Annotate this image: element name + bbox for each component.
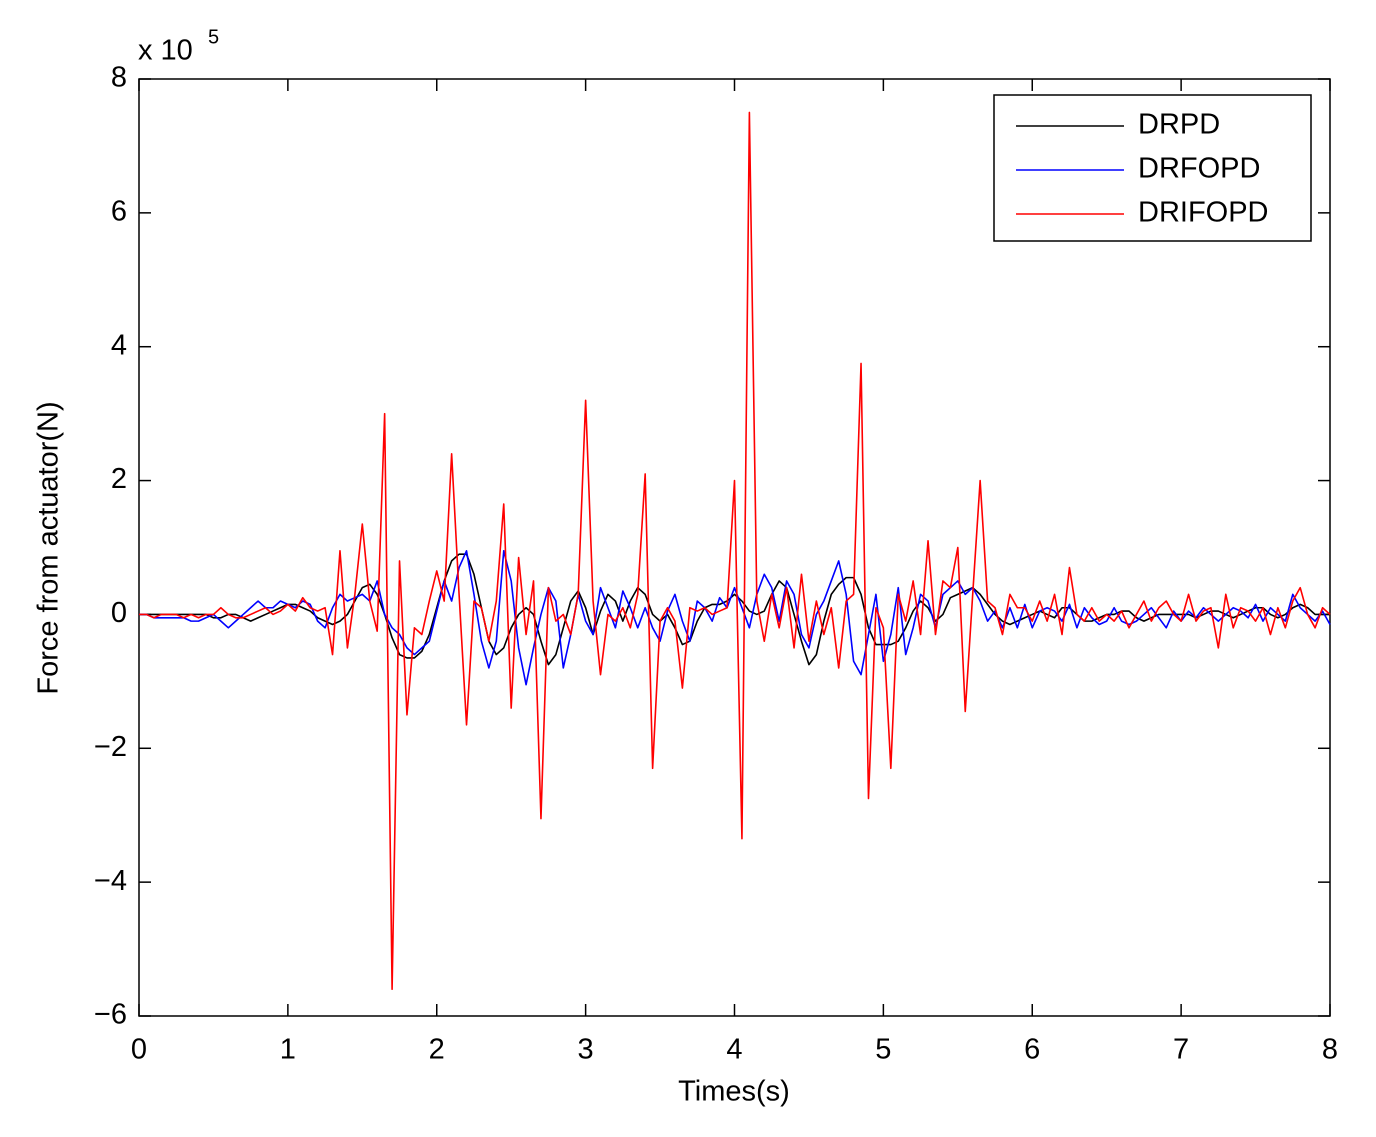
y-tick-label: 2 <box>111 463 127 495</box>
x-tick-label: 6 <box>1024 1034 1040 1066</box>
y-axis-label: Force from actuator(N) <box>33 401 65 694</box>
x-tick-label: 5 <box>875 1034 891 1066</box>
legend-label: DRPD <box>1138 109 1220 141</box>
y-tick-label: 4 <box>111 329 127 361</box>
legend-label: DRFOPD <box>1138 153 1260 185</box>
x-tick-label: 2 <box>429 1034 445 1066</box>
series-line <box>139 111 1331 991</box>
y-tick-label: −2 <box>94 731 127 763</box>
y-tick-label: −4 <box>94 865 127 897</box>
y-multiplier-exponent: 5 <box>208 26 219 48</box>
x-tick-label: 4 <box>726 1034 742 1066</box>
x-tick-label: 8 <box>1322 1034 1338 1066</box>
y-tick-label: −6 <box>94 999 127 1031</box>
legend-label: DRIFOPD <box>1138 197 1269 229</box>
x-tick-label: 0 <box>131 1034 147 1066</box>
y-tick-label: 8 <box>111 62 127 94</box>
y-multiplier: x 10 <box>138 35 193 67</box>
series-line <box>139 553 1330 666</box>
y-tick-label: 0 <box>111 597 127 629</box>
x-tick-label: 3 <box>578 1034 594 1066</box>
legend <box>993 94 1312 242</box>
x-tick-label: 1 <box>280 1034 296 1066</box>
x-tick-label: 7 <box>1173 1034 1189 1066</box>
y-tick-label: 6 <box>111 196 127 228</box>
x-axis-label: Times(s) <box>678 1076 790 1108</box>
